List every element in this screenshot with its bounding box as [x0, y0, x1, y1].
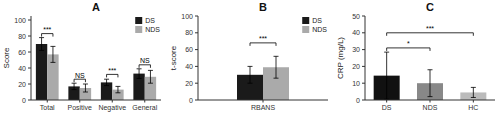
x-tick: [47, 100, 48, 103]
title: B: [259, 1, 267, 13]
y-label: Score: [2, 47, 11, 68]
legend-swatch: [135, 17, 142, 24]
y-tick-label: 0: [22, 97, 26, 104]
x-tick: [79, 100, 80, 103]
error-bar: [148, 70, 153, 83]
legend-swatch: [302, 17, 309, 24]
x-axis: [31, 100, 161, 101]
sig-bracket: [107, 74, 118, 77]
y-tick-label: 50: [352, 13, 360, 20]
error-bar: [428, 70, 433, 97]
error-bar: [72, 83, 77, 89]
marks: [36, 38, 156, 100]
figure: 020406080100TotalPositiveNegativeGeneral…: [0, 0, 500, 114]
marks: [374, 52, 487, 100]
y-axis: [198, 16, 199, 100]
y-tick-label: 0: [189, 97, 193, 104]
sig-bracket: [42, 34, 53, 37]
y-tick-label: 40: [18, 65, 26, 72]
legend-label: NDS: [312, 26, 327, 33]
y-label: CRP (mg/L): [336, 37, 345, 79]
legend-label: DS: [312, 17, 322, 24]
sig-bracket: [387, 48, 430, 51]
error-bar: [384, 52, 389, 99]
x-tick-label: DS: [382, 104, 392, 111]
error-bar: [248, 66, 253, 83]
y-tick-label: 80: [185, 29, 193, 36]
y-tick-label: 40: [352, 29, 360, 36]
x-tick-label: Negative: [98, 104, 126, 112]
error-bar: [471, 87, 476, 97]
y-tick-label: 100: [181, 13, 193, 20]
y-tick-label: 30: [352, 46, 360, 53]
error-bar: [83, 84, 88, 92]
y-tick-label: 60: [18, 49, 26, 56]
x-tick-label: HC: [468, 104, 478, 111]
title: C: [426, 1, 434, 13]
sig-label: NS: [140, 57, 150, 64]
sig-bracket: [250, 43, 276, 46]
error-bar: [115, 86, 120, 92]
y-tick-label: 40: [185, 63, 193, 70]
y-tick-label: 10: [352, 80, 360, 87]
error-bar: [50, 46, 55, 62]
y-tick-label: 20: [18, 81, 26, 88]
sig-label: NS: [75, 72, 85, 79]
error-bar: [39, 38, 44, 51]
panel: 0 20 40 60 80 100 Total Positive Negative General…: [2, 1, 161, 112]
sig-label: ***: [43, 26, 51, 33]
sig-bracket: [139, 65, 150, 68]
error-bar: [104, 79, 109, 85]
legend-swatch: [135, 26, 142, 33]
panel: 01020304050DSNDSHCCCRP (mg/L)****: [336, 1, 495, 111]
x-tick: [430, 100, 431, 103]
x-tick: [144, 100, 145, 103]
y-axis: [365, 16, 366, 100]
y-tick-label: 0: [356, 97, 360, 104]
title: A: [92, 1, 100, 13]
legend: DS NDS: [302, 17, 327, 33]
y-tick-label: 20: [352, 63, 360, 70]
error-bar: [137, 69, 142, 79]
y-tick-label: 60: [185, 46, 193, 53]
x-tick: [263, 100, 264, 103]
x-tick: [386, 100, 387, 103]
y-tick-label: 20: [185, 80, 193, 87]
sig-bracket: [387, 33, 474, 36]
panel: 0 20 40 60 80 100 RBANS Bt-score *** DS NDS: [169, 1, 328, 111]
legend-swatch: [302, 26, 309, 33]
error-bar: [274, 56, 279, 78]
x-tick-label: RBANS: [251, 104, 275, 111]
x-tick-label: NDS: [423, 104, 438, 111]
x-tick-label: General: [132, 104, 157, 111]
sig-label: *: [407, 40, 410, 47]
legend: DS NDS: [135, 17, 160, 33]
y-tick-label: 80: [18, 33, 26, 40]
sig-label: ***: [259, 35, 267, 42]
x-tick-label: Total: [40, 104, 55, 111]
y-tick-label: 100: [14, 17, 26, 24]
x-tick: [473, 100, 474, 103]
marks: [237, 56, 289, 100]
sig-label: ***: [108, 67, 116, 74]
bar: [36, 44, 47, 100]
sig-label: ***: [426, 25, 434, 32]
y-label: t-score: [169, 45, 178, 70]
x-tick-label: Positive: [67, 104, 92, 111]
y-axis: [31, 16, 32, 100]
sig-bracket: [74, 79, 85, 82]
legend-label: DS: [145, 17, 155, 24]
legend-label: NDS: [145, 26, 160, 33]
x-tick: [112, 100, 113, 103]
